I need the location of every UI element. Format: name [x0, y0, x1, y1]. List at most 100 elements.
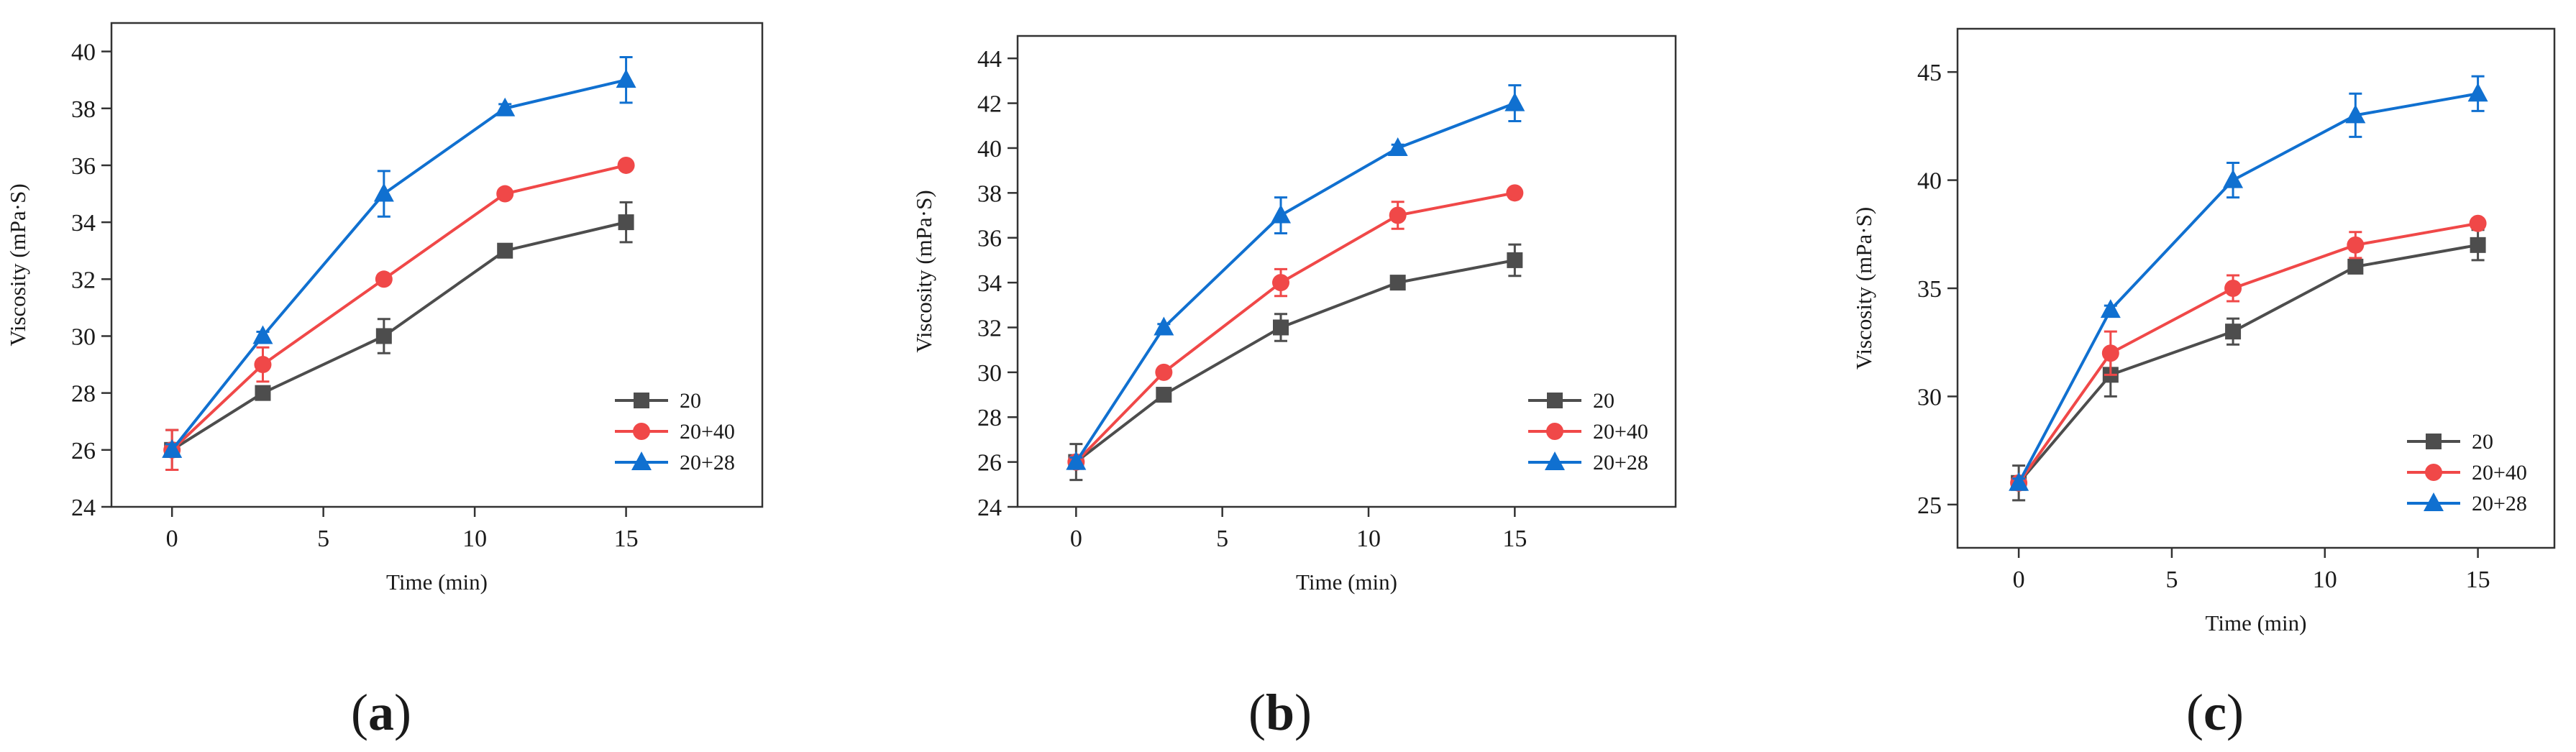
y-tick-label: 32	[71, 267, 96, 293]
y-tick-label: 24	[977, 495, 1002, 521]
y-axis-title: Viscosity (mPa·S)	[5, 183, 30, 346]
legend-label-20-plus-28: 20+28	[2472, 492, 2527, 515]
y-tick-label: 36	[71, 153, 96, 180]
legend-label-20-plus-28: 20+28	[680, 451, 735, 474]
plot-frame	[1956, 27, 2556, 549]
data-point-20-plus-28	[252, 325, 273, 344]
y-tick-label: 28	[71, 381, 96, 408]
data-point-20-plus-28	[1504, 92, 1525, 111]
y-axis-title: Viscosity (mPa·S)	[911, 190, 936, 352]
data-point-20-plus-40	[1389, 206, 1407, 224]
x-tick-label: 0	[1070, 526, 1082, 552]
x-tick-label: 5	[317, 526, 329, 552]
data-point-20-plus-28	[1387, 137, 1408, 156]
legend-label-20-plus-40: 20+40	[2472, 461, 2527, 485]
y-tick-label: 28	[977, 405, 1002, 431]
chart-panel-a: 24 26 28 30 32 34 36 38 40 0 5 10 15 Time (min) Viscos…	[5, 22, 764, 741]
y-tick-label: 45	[1917, 60, 1942, 86]
y-tick-label: 26	[71, 438, 96, 464]
legend-marker-20	[1547, 393, 1563, 408]
x-tick-label: 15	[1502, 526, 1527, 552]
legend-marker-20-plus-28	[1545, 451, 1565, 470]
data-point-20-plus-28	[2223, 169, 2244, 188]
series-line-20-plus-28	[170, 78, 627, 451]
data-point-20	[618, 214, 634, 231]
data-point-20-plus-40	[2469, 214, 2487, 232]
panel-label: (a)	[351, 684, 411, 741]
legend-label-20: 20	[680, 389, 701, 413]
data-point-20-plus-40	[254, 356, 272, 374]
y-tick-label: 30	[977, 360, 1002, 387]
data-point-20-plus-40	[496, 185, 514, 203]
legend-label-20-plus-40: 20+40	[680, 420, 735, 444]
y-tick-label: 34	[71, 210, 96, 237]
data-point-20	[1156, 387, 1172, 403]
data-point-20-plus-40	[617, 156, 635, 174]
plot-frame	[1016, 35, 1677, 508]
y-tick-label: 40	[1917, 168, 1942, 195]
data-point-20-plus-28	[1271, 204, 1291, 224]
chart-panel-b: 24 26 28 30 32 34 36 38 40 42 44 0 5 10 15 Time (min) Vi…	[911, 35, 1677, 741]
legend-label-20: 20	[2472, 430, 2493, 454]
x-tick-label: 10	[2313, 567, 2337, 593]
data-point-20	[497, 242, 513, 259]
series-line-20-plus-28	[2017, 92, 2478, 484]
data-point-20-plus-28	[373, 183, 394, 202]
y-tick-label: 30	[71, 324, 96, 350]
data-point-20-plus-28	[1066, 451, 1087, 470]
data-point-20-plus-40	[2347, 236, 2365, 254]
chart-panel-c: 25 30 35 40 45 0 5 10 15 Time (min) Viscosity (mPa…	[1851, 27, 2556, 741]
legend-marker-20-plus-28	[631, 451, 652, 470]
data-point-20	[2470, 237, 2486, 253]
legend-label-20-plus-40: 20+40	[1593, 420, 1648, 444]
y-tick-label: 40	[71, 40, 96, 66]
legend-marker-20-plus-28	[2424, 492, 2444, 511]
x-tick-label: 15	[614, 526, 639, 552]
x-tick-label: 15	[2466, 567, 2490, 593]
legend-marker-20-plus-40	[1546, 423, 1563, 440]
y-tick-label: 38	[71, 96, 96, 123]
plot-frame	[110, 22, 764, 508]
data-point-20	[2347, 258, 2364, 275]
x-tick-label: 5	[2165, 567, 2178, 593]
legend-marker-20-plus-40	[2425, 464, 2442, 481]
y-tick-label: 24	[71, 495, 96, 521]
x-tick-label: 10	[1356, 526, 1381, 552]
data-point-20-plus-28	[2100, 299, 2121, 318]
data-point-20-plus-28	[2009, 472, 2029, 491]
panel-label: (c)	[2186, 684, 2244, 741]
data-point-20	[375, 328, 392, 344]
series-line-20	[171, 221, 627, 451]
series-line-20-plus-40	[1074, 191, 1515, 464]
y-tick-label: 25	[1917, 492, 1942, 519]
y-tick-label: 34	[977, 270, 1002, 297]
y-tick-label: 35	[1917, 276, 1942, 303]
x-tick-label: 5	[1216, 526, 1228, 552]
legend-marker-20	[634, 393, 649, 408]
data-point-20	[1273, 319, 1289, 336]
data-point-20-plus-40	[1155, 363, 1173, 381]
y-tick-label: 38	[977, 180, 1002, 207]
data-point-20-plus-28	[2467, 83, 2488, 102]
data-point-20	[1389, 275, 1406, 291]
x-tick-label: 0	[2013, 567, 2025, 593]
legend-marker-20	[2426, 434, 2442, 449]
x-axis-title: Time (min)	[1296, 569, 1397, 595]
series-line-20-plus-28	[1074, 101, 1516, 463]
x-axis-title: Time (min)	[386, 569, 488, 595]
data-point-20-plus-40	[1506, 184, 1524, 202]
legend-label-20: 20	[1593, 389, 1614, 413]
y-tick-label: 30	[1917, 384, 1942, 411]
data-point-20-plus-28	[1154, 316, 1174, 336]
y-tick-label: 44	[977, 46, 1002, 73]
data-point-20	[1507, 252, 1523, 268]
data-point-20-plus-40	[375, 270, 393, 288]
y-tick-label: 42	[977, 91, 1002, 118]
data-point-20-plus-28	[162, 439, 183, 458]
data-point-20-plus-28	[616, 69, 636, 88]
x-axis-title: Time (min)	[2206, 610, 2307, 636]
data-point-20	[2225, 324, 2242, 340]
data-point-20	[255, 385, 271, 401]
x-tick-label: 0	[166, 526, 178, 552]
